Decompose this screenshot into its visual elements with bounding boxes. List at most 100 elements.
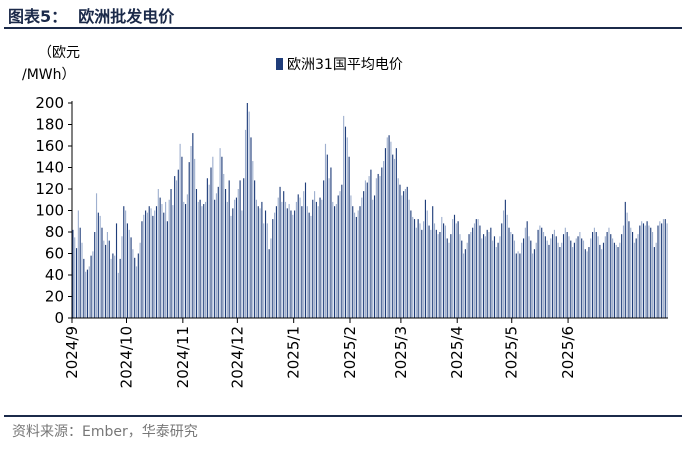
bar (424, 199, 426, 318)
bar (115, 223, 118, 318)
bar (408, 199, 410, 318)
bar (264, 210, 267, 318)
bar (148, 206, 150, 318)
bar (417, 219, 419, 318)
bar (506, 214, 508, 318)
bar (559, 247, 561, 318)
bar (423, 221, 425, 318)
bar (515, 253, 517, 318)
bar (599, 244, 601, 318)
bar (497, 242, 499, 318)
bar (562, 234, 565, 318)
bar (379, 176, 381, 318)
y-unit-label-line1: （欧元 (38, 45, 80, 61)
y-unit-label-line2: /MWh） (22, 67, 76, 83)
bar (266, 223, 268, 318)
bar (579, 232, 581, 318)
bar (85, 271, 87, 318)
bar (314, 191, 316, 318)
bar (395, 148, 397, 318)
bar (453, 214, 456, 318)
bar (530, 240, 532, 318)
bar (632, 232, 634, 318)
x-tick-label: 2024/10 (118, 326, 136, 388)
bar (392, 154, 394, 318)
bar (662, 219, 665, 318)
bar (446, 238, 448, 318)
bar (181, 156, 183, 318)
bar (388, 135, 390, 318)
bar (608, 227, 610, 318)
bar (444, 225, 446, 318)
bar (606, 232, 608, 318)
x-tick-label: 2025/2 (341, 326, 359, 379)
bar (139, 242, 141, 318)
bar (441, 216, 443, 318)
bar (539, 225, 541, 318)
bar (126, 223, 128, 318)
bar (179, 143, 181, 318)
bar (650, 227, 652, 318)
bar (328, 178, 330, 318)
bar (626, 212, 628, 318)
bar (386, 137, 388, 318)
bar (361, 197, 363, 318)
bar (185, 204, 187, 318)
bar (364, 180, 367, 318)
bar (134, 257, 136, 318)
bar (234, 199, 236, 318)
bar (439, 232, 441, 318)
bar (237, 189, 239, 318)
bar (290, 210, 292, 318)
bar (537, 229, 539, 318)
bar (188, 162, 190, 319)
bar (152, 215, 154, 319)
bar (206, 178, 208, 318)
bar (535, 242, 537, 318)
bar (317, 206, 319, 318)
bar (204, 201, 207, 318)
bar (524, 227, 526, 318)
bar (406, 186, 408, 318)
bar (103, 240, 105, 318)
bar (493, 236, 496, 318)
bar (174, 176, 176, 318)
bar (94, 232, 96, 318)
bar (106, 232, 108, 318)
bar (384, 148, 387, 318)
y-tick-label: 120 (35, 180, 64, 198)
bar (150, 208, 152, 318)
bar (208, 184, 210, 318)
y-tick-label: 20 (45, 288, 64, 306)
bar (277, 197, 279, 318)
bar (130, 237, 132, 319)
bar (621, 234, 623, 318)
bar (588, 247, 590, 318)
bar (508, 227, 510, 318)
bar (125, 210, 127, 318)
bar (463, 253, 465, 318)
bar (461, 240, 463, 318)
bar (323, 180, 325, 318)
bar (619, 242, 621, 318)
bar (624, 201, 626, 318)
bar (470, 232, 472, 318)
bar (512, 234, 514, 318)
bar (521, 242, 523, 318)
bar (399, 184, 401, 318)
bar (135, 266, 138, 318)
bar (270, 238, 272, 318)
bar (108, 240, 110, 318)
bar (637, 234, 639, 318)
bar (286, 208, 288, 318)
bar (223, 173, 225, 318)
bar (410, 210, 412, 318)
bar (246, 103, 248, 318)
bar (475, 219, 477, 318)
bar (383, 161, 385, 318)
bar (615, 244, 617, 318)
bar (352, 206, 354, 318)
bar (370, 169, 372, 318)
bar (366, 182, 368, 318)
bar (195, 189, 198, 318)
